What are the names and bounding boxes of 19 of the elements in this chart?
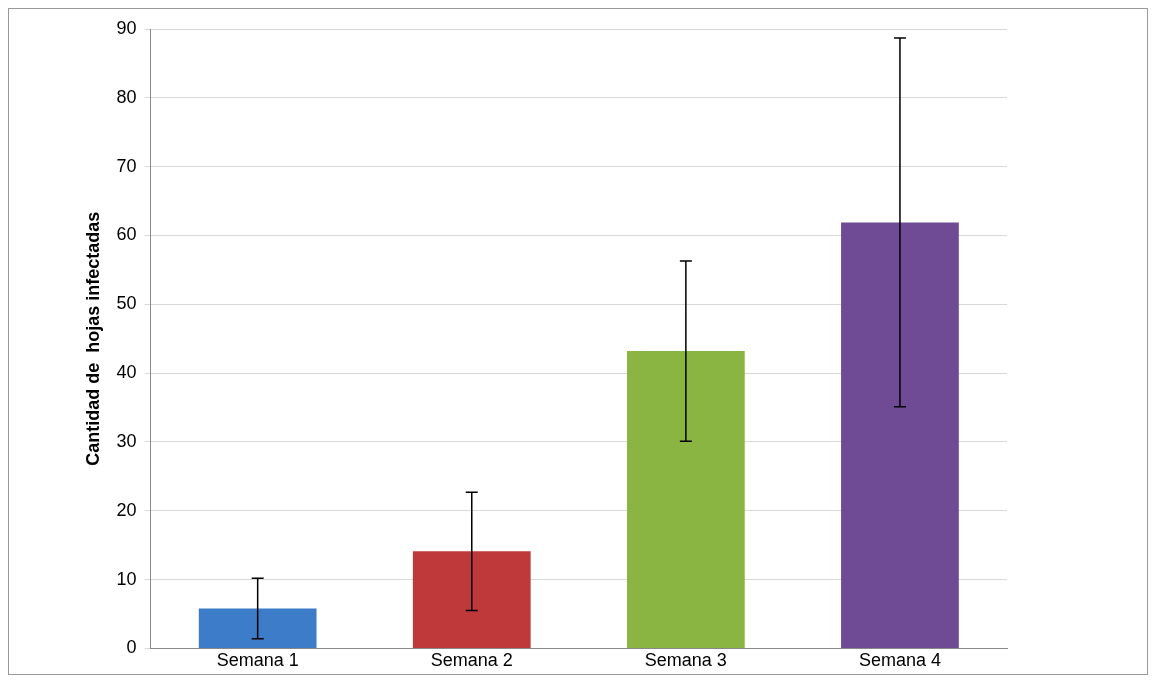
x-tick-label: Semana 1 [216, 650, 299, 671]
y-tick-label: 10 [116, 568, 137, 589]
y-tick-label: 70 [116, 155, 137, 176]
bar [412, 551, 531, 648]
x-tick-label: Semana 2 [430, 650, 513, 671]
y-tick-label: 80 [116, 86, 137, 107]
bar [626, 351, 745, 648]
bar [841, 222, 959, 648]
y-tick-label: 90 [116, 17, 137, 38]
y-tick-label: 40 [116, 362, 137, 383]
y-axis-title: Cantidad de hojas infectadas [82, 211, 103, 466]
bar [198, 608, 317, 648]
y-tick-label: 20 [116, 499, 137, 520]
y-tick-label: 0 [126, 637, 137, 658]
y-tick-label: 30 [116, 430, 137, 451]
x-tick-label: Semana 3 [644, 650, 727, 671]
x-tick-label: Semana 4 [858, 650, 941, 671]
y-tick-label: 50 [116, 293, 137, 314]
y-tick-label: 60 [116, 224, 137, 245]
